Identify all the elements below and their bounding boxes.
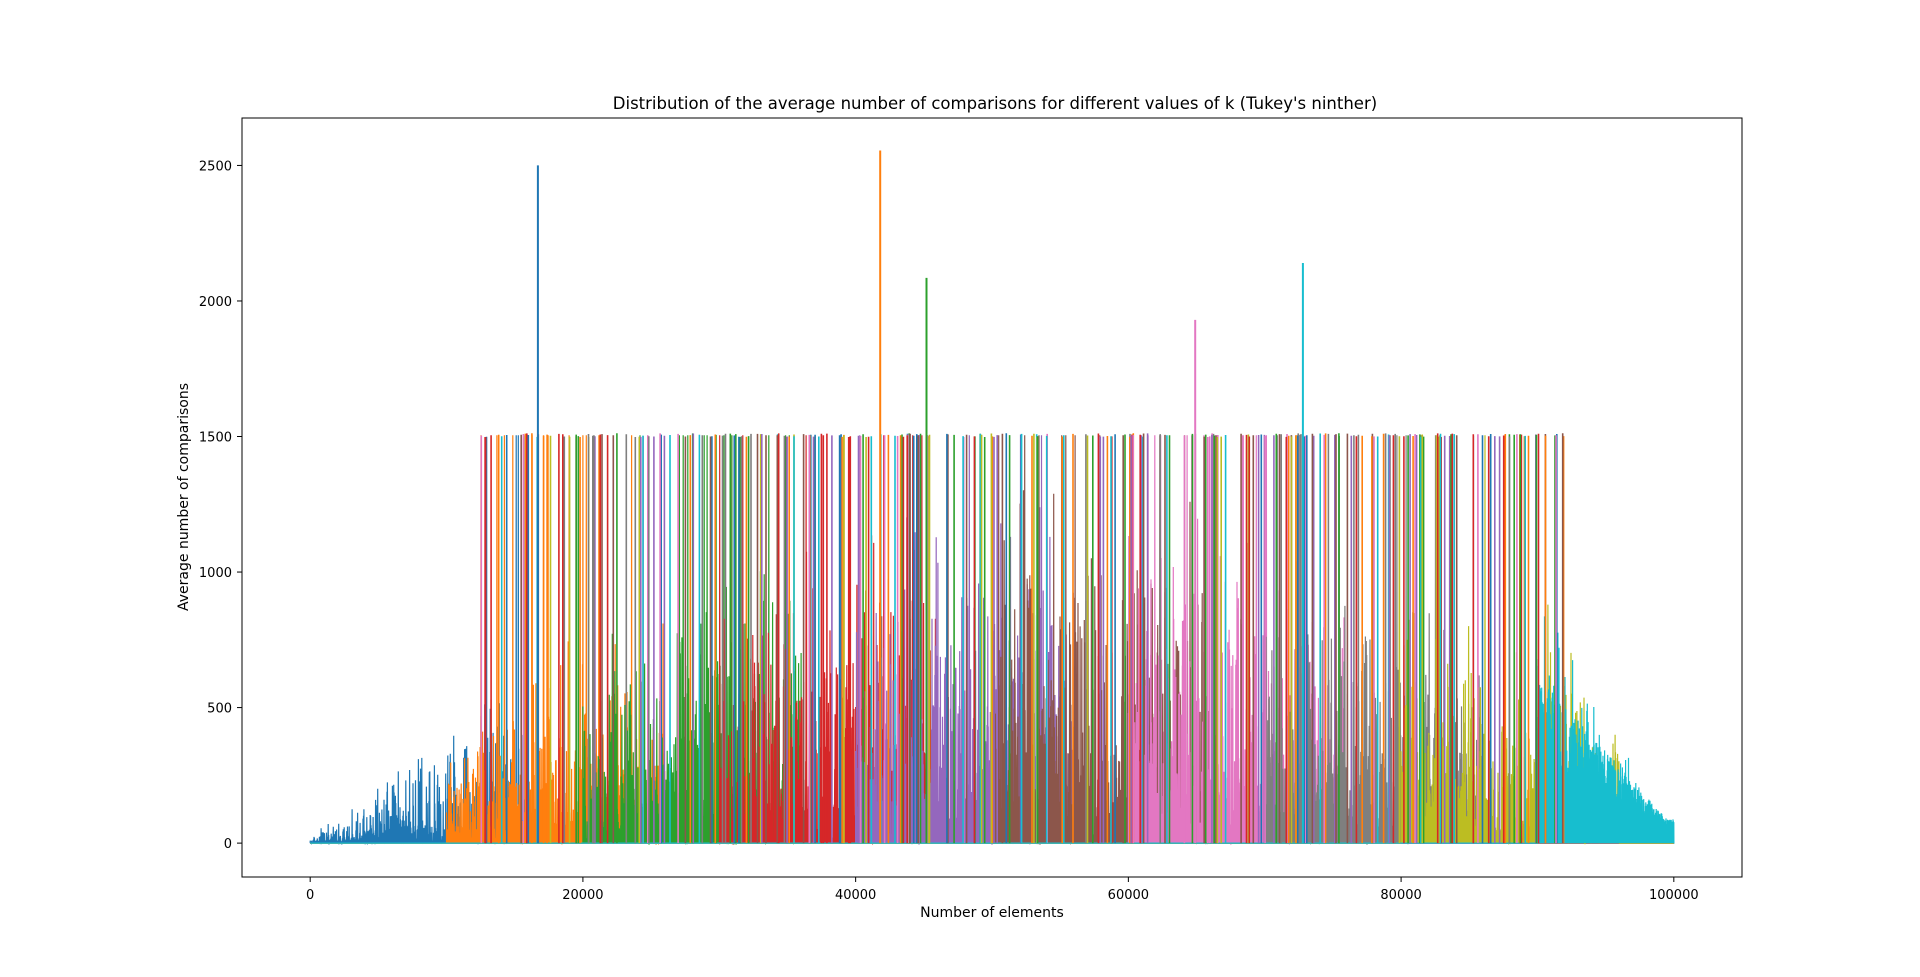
- x-tick-label: 80000: [1380, 888, 1421, 903]
- x-tick-label: 20000: [562, 888, 603, 903]
- series-line-10: [310, 616, 1675, 844]
- x-tick-label: 40000: [835, 888, 876, 903]
- y-tick-label: 500: [207, 702, 232, 717]
- x-tick-label: 100000: [1649, 888, 1699, 903]
- y-tick-label: 2500: [199, 159, 232, 174]
- x-axis-label: Number of elements: [920, 905, 1064, 921]
- y-axis: 0 500 1000 1500 2000 2500: [199, 159, 242, 852]
- axes-frame: [241, 117, 1743, 878]
- plot-series-group: [309, 150, 1675, 846]
- y-tick-label: 1000: [199, 566, 232, 581]
- x-axis: 0 20000 40000 60000 80000 100000: [306, 877, 1699, 903]
- x-tick-label: 60000: [1108, 888, 1149, 903]
- y-tick-label: 1500: [199, 431, 232, 446]
- x-tick-label: 0: [306, 888, 314, 903]
- y-tick-label: 0: [224, 837, 232, 852]
- chart-title: Distribution of the average number of co…: [613, 94, 1377, 113]
- y-tick-label: 2000: [199, 295, 232, 310]
- y-axis-label: Average number of comparisons: [176, 383, 192, 611]
